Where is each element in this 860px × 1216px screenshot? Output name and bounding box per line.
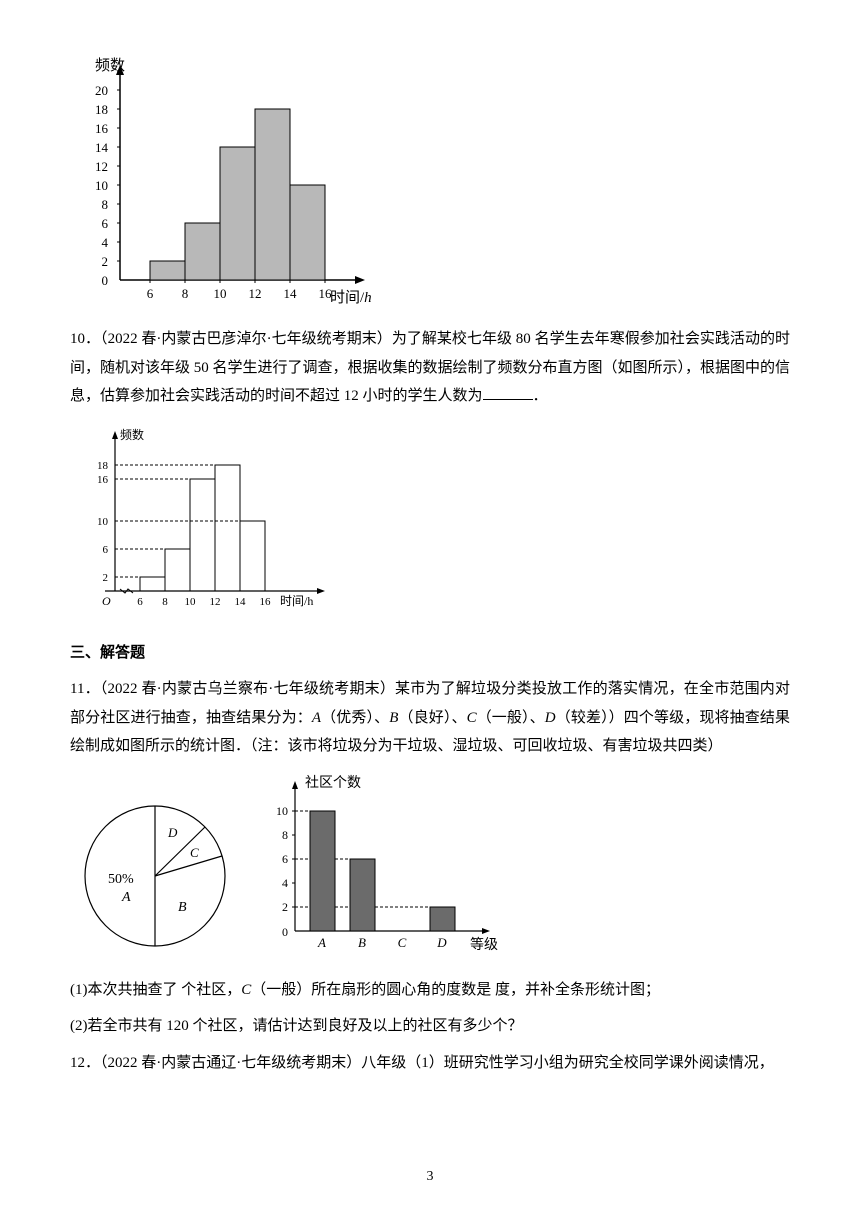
q11-sub1: (1)本次共抽查了 个社区，C（一般）所在扇形的圆心角的度数是 度，并补全条形统… bbox=[70, 976, 790, 1005]
question-11-text: 11．（2022 春·内蒙古乌兰察布·七年级统考期末）某市为了解垃圾分类投放工作… bbox=[70, 675, 790, 761]
svg-text:等级: 等级 bbox=[470, 936, 498, 953]
x-axis-label: 时间/h bbox=[330, 289, 372, 306]
svg-text:6: 6 bbox=[137, 596, 143, 608]
svg-text:12: 12 bbox=[95, 159, 108, 174]
svg-text:12: 12 bbox=[249, 286, 262, 301]
svg-text:B: B bbox=[358, 935, 366, 950]
svg-text:10: 10 bbox=[95, 178, 108, 193]
svg-text:10: 10 bbox=[185, 596, 197, 608]
svg-text:14: 14 bbox=[235, 596, 247, 608]
svg-text:10: 10 bbox=[97, 516, 109, 528]
svg-text:16: 16 bbox=[260, 596, 272, 608]
blank-fill[interactable] bbox=[483, 385, 533, 400]
svg-text:4: 4 bbox=[102, 235, 109, 250]
svg-text:0: 0 bbox=[102, 273, 109, 288]
svg-text:10: 10 bbox=[214, 286, 227, 301]
q11-sub2: (2)若全市共有 120 个社区，请估计达到良好及以上的社区有多少个？ bbox=[70, 1012, 790, 1041]
section-3-title: 三、解答题 bbox=[70, 639, 790, 668]
svg-text:频数: 频数 bbox=[120, 427, 144, 442]
svg-text:6: 6 bbox=[102, 216, 109, 231]
svg-text:D: D bbox=[436, 935, 447, 950]
svg-text:10: 10 bbox=[276, 804, 288, 818]
svg-text:8: 8 bbox=[162, 596, 168, 608]
histogram-chart-1: 0 2 4 6 8 10 12 14 16 18 20 6 8 10 12 14… bbox=[70, 50, 790, 310]
svg-text:8: 8 bbox=[102, 197, 109, 212]
svg-text:2: 2 bbox=[102, 254, 109, 269]
svg-text:18: 18 bbox=[95, 102, 108, 117]
svg-text:C: C bbox=[398, 935, 407, 950]
svg-text:20: 20 bbox=[95, 83, 108, 98]
y-axis-label: 频数 bbox=[95, 57, 125, 74]
svg-text:14: 14 bbox=[284, 286, 298, 301]
histogram-chart-2: 2 6 10 16 18 6 8 10 12 14 16 频数 O 时间/h bbox=[70, 421, 790, 621]
svg-text:6: 6 bbox=[103, 544, 109, 556]
svg-text:4: 4 bbox=[282, 876, 288, 890]
svg-text:18: 18 bbox=[97, 460, 109, 472]
svg-text:50%: 50% bbox=[108, 872, 134, 887]
question-10-text: 10．（2022 春·内蒙古巴彦淖尔·七年级统考期末）为了解某校七年级 80 名… bbox=[70, 325, 790, 411]
svg-text:B: B bbox=[178, 900, 187, 915]
svg-text:12: 12 bbox=[210, 596, 221, 608]
svg-text:8: 8 bbox=[182, 286, 189, 301]
svg-text:0: 0 bbox=[282, 925, 288, 939]
svg-text:D: D bbox=[167, 825, 178, 840]
svg-text:A: A bbox=[317, 935, 326, 950]
q11-charts: 50% A B C D 0 2 4 6 8 10 A B bbox=[70, 771, 790, 961]
svg-text:社区个数: 社区个数 bbox=[305, 775, 361, 791]
page-number: 3 bbox=[427, 1164, 434, 1191]
svg-text:2: 2 bbox=[282, 900, 288, 914]
svg-text:16: 16 bbox=[95, 121, 109, 136]
svg-text:14: 14 bbox=[95, 140, 109, 155]
svg-text:C: C bbox=[190, 845, 199, 860]
svg-text:A: A bbox=[121, 890, 131, 905]
question-12-text: 12．（2022 春·内蒙古通辽·七年级统考期末）八年级（1）班研究性学习小组为… bbox=[70, 1049, 790, 1078]
svg-text:6: 6 bbox=[147, 286, 154, 301]
svg-text:O: O bbox=[102, 594, 111, 608]
svg-text:8: 8 bbox=[282, 828, 288, 842]
svg-text:2: 2 bbox=[103, 572, 109, 584]
svg-text:6: 6 bbox=[282, 852, 288, 866]
svg-text:16: 16 bbox=[97, 474, 109, 486]
svg-text:时间/h: 时间/h bbox=[280, 594, 313, 608]
